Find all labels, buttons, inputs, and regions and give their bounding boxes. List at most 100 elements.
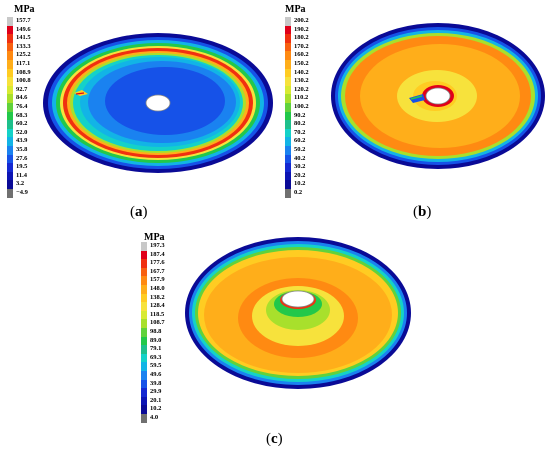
legend-swatch <box>141 293 147 303</box>
legend-tick-label: 84.6 <box>16 94 28 102</box>
legend-unit-a: MPa <box>14 4 35 15</box>
legend-swatch <box>141 353 147 363</box>
caption-c: (c) <box>266 431 283 447</box>
legend-swatch <box>7 103 13 112</box>
legend-swatch <box>141 302 147 311</box>
legend-tick-label: 120.2 <box>294 85 309 93</box>
legend-unit-c: MPa <box>144 232 165 243</box>
legend-swatch <box>285 171 291 181</box>
legend-swatch <box>7 17 13 26</box>
legend-swatch <box>7 171 13 181</box>
legend-tick-label: 180.2 <box>294 34 309 42</box>
legend-swatch <box>285 60 291 69</box>
legend-tick-label: 108.7 <box>150 319 165 327</box>
legend-swatch <box>7 146 13 155</box>
legend-swatch <box>285 180 291 189</box>
legend-tick-label: 29.9 <box>150 388 162 396</box>
legend-tick-label: 50.2 <box>294 146 306 153</box>
legend-tick-label: 157.7 <box>16 17 31 24</box>
legend-swatch <box>285 163 291 172</box>
legend-swatch <box>285 42 291 52</box>
legend-tick-label: 79.1 <box>150 345 162 353</box>
legend-tick-label: 60.2 <box>16 120 28 128</box>
legend-tick-label: 4.0 <box>150 414 159 421</box>
legend-tick-label: 90.2 <box>294 111 306 119</box>
legend-swatch <box>285 154 291 164</box>
legend-tick-label: 68.3 <box>16 111 28 119</box>
legend-tick-label: 20.1 <box>150 396 162 404</box>
legend-tick-label: −4.9 <box>16 189 28 196</box>
legend-tick-label: 59.5 <box>150 362 162 370</box>
legend-swatch <box>141 388 147 397</box>
legend-tick-label: 148.0 <box>150 285 165 292</box>
legend-swatch <box>141 319 147 328</box>
legend-swatch <box>7 180 13 189</box>
legend-swatch <box>7 163 13 172</box>
legend-swatch <box>141 414 147 423</box>
legend-tick-label: 140.2 <box>294 68 309 76</box>
panel-b: MPa 200.2 190.2 180.2 170.2 160.2 150.2 140.2 1… <box>275 0 550 228</box>
legend-tick-label: 60.2 <box>294 137 306 145</box>
legend-swatch <box>7 128 13 138</box>
legend-tick-label: 118.5 <box>150 310 165 318</box>
legend-swatch <box>141 345 147 354</box>
legend-tick-label: 170.2 <box>294 42 309 50</box>
legend-tick-label: 0.2 <box>294 189 303 196</box>
legend-tick-label: 43.9 <box>16 137 28 145</box>
legend-swatch <box>7 111 13 121</box>
stress-contour-plot-b <box>331 23 545 169</box>
legend-tick-label: 200.2 <box>294 17 309 24</box>
legend-tick-label: 128.4 <box>150 302 165 310</box>
legend-tick-label: 52.0 <box>16 128 28 136</box>
legend-swatch <box>7 42 13 52</box>
legend-tick-label: 11.4 <box>16 171 28 179</box>
legend-swatch <box>285 34 291 43</box>
legend-tick-label: 35.8 <box>16 146 28 153</box>
legend-swatch <box>7 137 13 146</box>
legend-swatch <box>141 242 147 251</box>
legend-tick-label: 177.6 <box>150 259 165 267</box>
legend-swatch <box>285 189 291 198</box>
legend-swatch <box>141 362 147 371</box>
legend-tick-label: 100.8 <box>16 77 31 85</box>
stress-contour-plot-a <box>43 33 273 173</box>
legend-swatch <box>7 77 13 86</box>
legend-tick-label: 100.2 <box>294 103 309 110</box>
legend-tick-label: 149.6 <box>16 25 31 33</box>
legend-swatch <box>141 276 147 285</box>
legend-tick-label: 157.9 <box>150 276 165 284</box>
legend-swatch <box>141 267 147 277</box>
legend-swatch <box>7 34 13 43</box>
legend-swatch <box>7 60 13 69</box>
legend-swatch <box>285 94 291 103</box>
legend-swatch <box>7 68 13 78</box>
legend-tick-label: 125.2 <box>16 51 31 59</box>
legend-swatch <box>285 137 291 146</box>
legend-tick-label: 130.2 <box>294 77 309 85</box>
caption-a: (a) <box>130 204 148 220</box>
panel-a: MPa 157.7 149.6 141.5 133.3 125.2 117.1 108.9 1… <box>0 0 275 228</box>
legend-tick-label: 150.2 <box>294 60 309 67</box>
legend-tick-label: 117.1 <box>16 60 31 67</box>
legend-swatch <box>285 85 291 95</box>
legend-swatch <box>285 111 291 121</box>
legend-swatch <box>7 120 13 129</box>
legend-tick-label: 39.8 <box>150 379 162 387</box>
caption-b: (b) <box>413 204 432 220</box>
stress-contour-plot-c <box>185 237 411 389</box>
legend-swatch <box>7 154 13 164</box>
legend-swatch <box>141 336 147 346</box>
legend-swatch <box>285 77 291 86</box>
legend-tick-label: 190.2 <box>294 25 309 33</box>
legend-tick-label: 27.6 <box>16 154 28 162</box>
legend-swatch <box>7 25 13 35</box>
legend-swatch <box>141 371 147 380</box>
legend-tick-label: 89.0 <box>150 336 162 344</box>
legend-swatch <box>285 51 291 60</box>
legend-swatch <box>285 103 291 112</box>
legend-unit-b: MPa <box>285 4 306 15</box>
legend-tick-label: 70.2 <box>294 128 306 136</box>
legend-swatch <box>7 189 13 198</box>
legend-swatch <box>285 17 291 26</box>
legend-swatch <box>7 51 13 60</box>
